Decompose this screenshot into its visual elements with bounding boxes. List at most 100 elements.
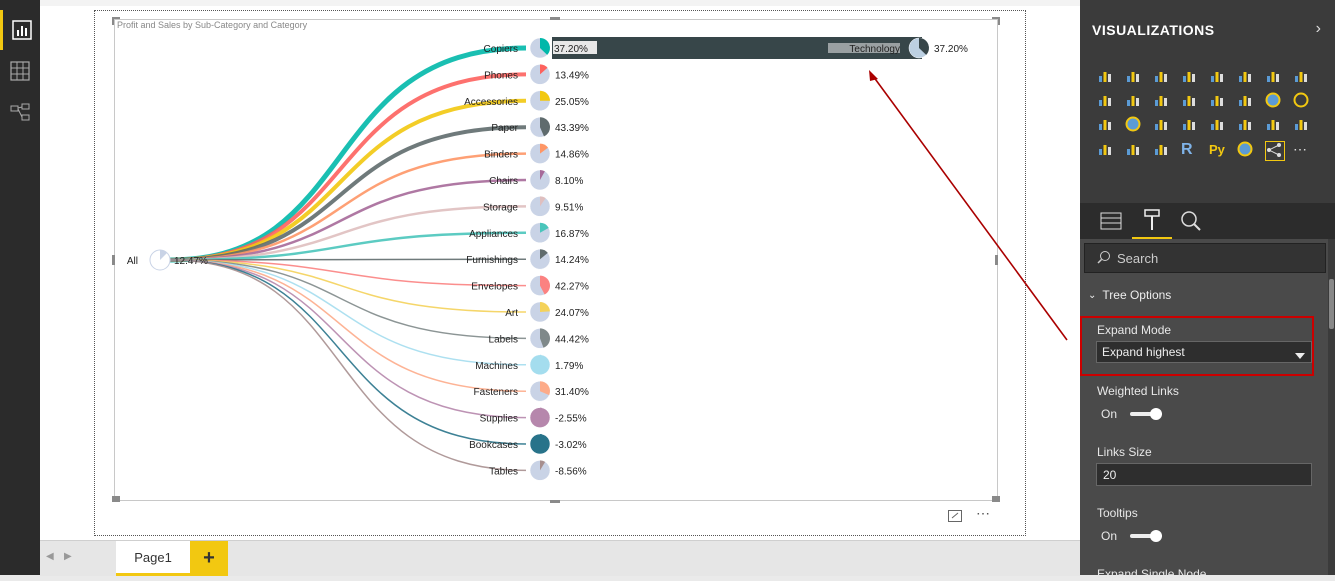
node-label: Binders [484, 150, 518, 161]
model-view-icon[interactable] [0, 93, 40, 133]
data-view-icon[interactable] [0, 51, 40, 91]
root-pie-ring [149, 249, 171, 271]
tree-link [169, 259, 527, 419]
node-label: Bookcases [469, 440, 518, 451]
format-tab-icon[interactable] [1132, 203, 1172, 239]
node-pie-slice [540, 460, 546, 471]
node-value: 14.24% [555, 255, 589, 266]
search-placeholder: Search [1117, 250, 1159, 266]
scatter-icon[interactable] [1237, 92, 1255, 110]
matrix-icon[interactable] [1153, 141, 1171, 159]
tree-link [169, 259, 527, 313]
resize-handle[interactable] [112, 496, 120, 502]
node-label: Envelopes [471, 282, 518, 293]
node-label: Copiers [484, 44, 518, 55]
weighted-links-toggle[interactable] [1130, 407, 1170, 421]
globe-icon[interactable] [1237, 141, 1255, 159]
node-label: Accessories [464, 97, 518, 108]
node-value: -2.55% [555, 414, 587, 425]
next-page-arrow-icon[interactable]: ▶ [64, 551, 72, 562]
funnel-icon[interactable] [1181, 116, 1199, 134]
resize-handle[interactable] [550, 17, 560, 20]
resize-handle[interactable] [112, 17, 114, 25]
left-nav-bar [0, 0, 40, 575]
line-chart-icon[interactable] [1265, 68, 1283, 86]
analytics-tab-icon[interactable] [1180, 210, 1202, 237]
donut-chart-icon[interactable] [1293, 92, 1311, 110]
focus-mode-icon[interactable] [948, 509, 962, 527]
node-label: Storage [483, 202, 518, 213]
resize-handle[interactable] [112, 17, 120, 19]
tree-link [169, 178, 527, 262]
100-bar-icon[interactable] [1209, 68, 1227, 86]
node-value: 13.49% [555, 70, 589, 81]
waterfall-icon[interactable] [1209, 92, 1227, 110]
ribbon-chart-icon[interactable] [1181, 92, 1199, 110]
node-value: 24.07% [555, 308, 589, 319]
map-icon[interactable] [1125, 116, 1143, 134]
add-page-button[interactable]: + [190, 541, 228, 576]
tree-visual-icon[interactable] [1265, 141, 1285, 161]
pie-chart-icon[interactable] [1265, 92, 1283, 110]
kpi-icon[interactable] [1293, 116, 1311, 134]
resize-handle[interactable] [992, 496, 1000, 502]
stacked-column-icon[interactable] [1153, 68, 1171, 86]
python-visual-icon[interactable]: Py [1209, 142, 1225, 157]
stacked-area-icon[interactable] [1097, 92, 1115, 110]
weighted-links-label: Weighted Links [1097, 384, 1179, 398]
table-icon[interactable] [1125, 141, 1143, 159]
gauge-icon[interactable] [1209, 116, 1227, 134]
line-clustered-icon[interactable] [1153, 92, 1171, 110]
node-pie-slice [540, 64, 548, 75]
tab-page1[interactable]: Page1 [116, 541, 190, 576]
node-label: Fasteners [474, 387, 518, 398]
filled-map-icon[interactable] [1153, 116, 1171, 134]
resize-handle[interactable] [992, 17, 1000, 19]
tree-link [169, 259, 527, 472]
node-value: 43.39% [555, 123, 589, 134]
more-options-icon[interactable]: ⋯ [976, 505, 991, 521]
node-pie-slice [540, 222, 549, 233]
scroll-thumb[interactable] [1329, 279, 1334, 329]
report-view-icon[interactable] [0, 10, 40, 50]
line-column-icon[interactable] [1125, 92, 1143, 110]
collapse-chevron-icon[interactable]: › [1315, 20, 1321, 37]
tooltips-toggle[interactable] [1130, 529, 1170, 543]
tree-chart: Technology 37.20% All 12.47% Copiers 37.20% Ph… [127, 37, 968, 481]
root-value: 12.47% [174, 256, 208, 267]
fields-tab-icon[interactable] [1100, 211, 1122, 236]
pane-scrollbar[interactable] [1328, 239, 1335, 575]
expanded-link [552, 37, 922, 59]
tree-link [169, 258, 527, 261]
prev-page-arrow-icon[interactable]: ◀ [46, 551, 54, 562]
treemap-icon[interactable] [1097, 116, 1115, 134]
node-value: -3.02% [555, 440, 587, 451]
root-label: All [127, 256, 138, 267]
slicer-icon[interactable] [1097, 141, 1115, 159]
tree-link [169, 259, 527, 340]
card-icon[interactable] [1237, 116, 1255, 134]
resize-handle[interactable] [998, 17, 1000, 25]
node-label: Appliances [469, 229, 518, 240]
area-chart-icon[interactable] [1293, 68, 1311, 86]
tree-link [169, 152, 527, 262]
node-value: 25.05% [555, 97, 589, 108]
stacked-bar-chart-icon[interactable] [1097, 68, 1115, 86]
node-value: -8.56% [555, 466, 587, 477]
node-pie-slice [540, 381, 550, 396]
links-size-input[interactable]: 20 [1096, 463, 1312, 486]
more-visuals-icon[interactable]: ⋯ [1293, 141, 1307, 157]
tree-link [169, 231, 527, 262]
resize-handle[interactable] [112, 255, 115, 265]
r-visual-icon[interactable]: R [1181, 141, 1193, 158]
100-column-icon[interactable] [1237, 68, 1255, 86]
section-tree-options[interactable]: ⌄ Tree Options [1088, 288, 1172, 302]
clustered-column-icon[interactable] [1181, 68, 1199, 86]
clustered-bar-chart-icon[interactable] [1125, 68, 1143, 86]
node-label: Furnishings [466, 255, 518, 266]
resize-handle[interactable] [550, 500, 560, 503]
search-input[interactable]: Search [1084, 243, 1326, 273]
expand-mode-select[interactable]: Expand highest [1096, 341, 1312, 363]
multi-row-card-icon[interactable] [1265, 116, 1283, 134]
node-pie-slice [540, 302, 550, 312]
